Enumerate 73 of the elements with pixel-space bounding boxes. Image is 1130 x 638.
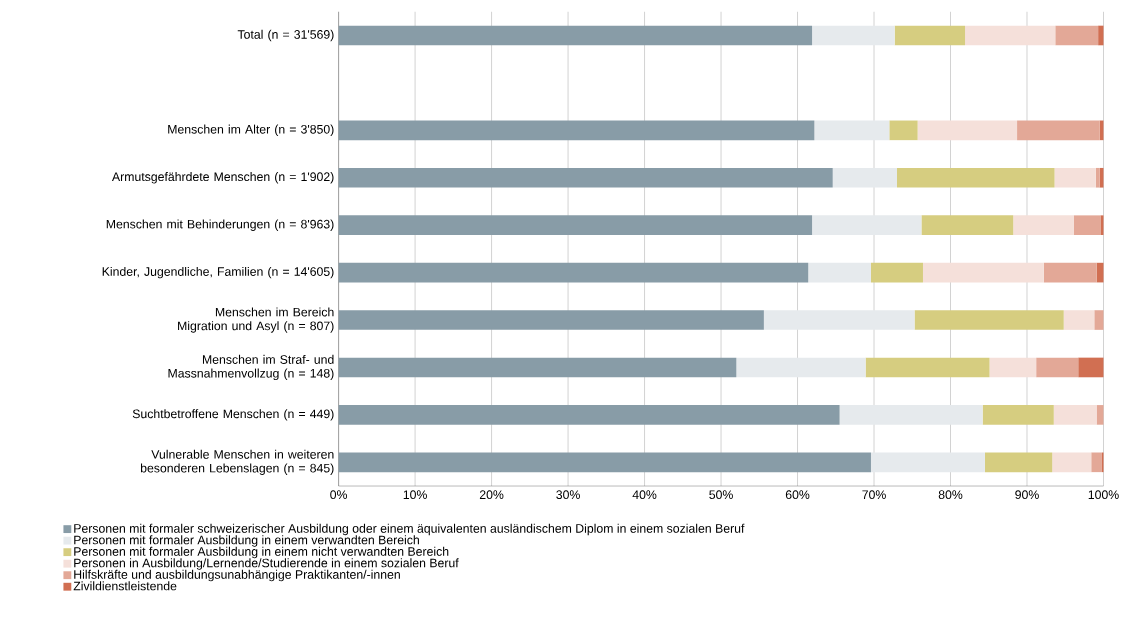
bar — [808, 262, 871, 283]
bar — [984, 452, 1053, 473]
bar — [1043, 262, 1097, 283]
bar — [839, 404, 983, 425]
x-tick-label: 90% — [1015, 490, 1039, 499]
bar — [338, 404, 840, 425]
bar — [921, 215, 1014, 235]
bar — [1098, 25, 1104, 46]
bar — [338, 310, 764, 330]
bar — [812, 25, 895, 46]
bar — [338, 215, 813, 235]
legend-label: Hilfskräfte und ausbildungsunabhängige Praktikanten/-innen — [74, 569, 400, 582]
x-tick-label: 20% — [479, 490, 504, 499]
legend-label: Zivildienstleistende — [73, 581, 177, 591]
legend-label: Personen mit formaler Ausbildung in einem nicht verwandten Bereich — [74, 546, 449, 559]
bar — [870, 262, 923, 283]
x-tick-label: 0% — [330, 490, 348, 499]
bar — [865, 357, 990, 378]
y-tick-label: Armutsgefährdete Menschen (n = 1'902) — [111, 171, 334, 184]
bar — [1073, 215, 1101, 235]
bar — [989, 357, 1037, 378]
y-tick-label: Kinder, Jugendliche, Familien (n = 14'605) — [102, 266, 334, 279]
x-tick-label: 100% — [1088, 490, 1119, 499]
y-tick-label: Menschen im Bereich Migration und Asyl (n = 807) — [178, 307, 334, 333]
y-tick-label: Vulnerable Menschen in weiteren besonderen Lebenslagen (n = 845) — [140, 449, 334, 475]
bar — [1053, 404, 1097, 425]
y-tick-label: Menschen im Straf- und Massnahmenvollzug (n = 148) — [168, 354, 334, 380]
bar — [1013, 215, 1074, 235]
x-tick-label: 80% — [938, 490, 963, 499]
bar — [812, 215, 922, 235]
bar — [338, 452, 871, 473]
bar — [832, 167, 897, 188]
bar — [896, 167, 1055, 188]
bar — [338, 357, 737, 378]
y-tick-label: Menschen mit Behinderungen (n = 8'963) — [106, 219, 334, 231]
bar — [1078, 357, 1104, 378]
bar — [1094, 310, 1104, 330]
bar — [1063, 310, 1095, 330]
bar — [894, 25, 966, 46]
y-tick-label: Menschen im Alter (n = 3'850) — [168, 124, 334, 136]
bar — [917, 120, 1018, 141]
bar — [965, 25, 1056, 46]
x-tick-label: 70% — [862, 490, 886, 499]
bar — [763, 310, 915, 330]
bar — [982, 404, 1054, 425]
x-tick-label: 30% — [556, 490, 580, 499]
y-tick-label: Total (n = 31'569) — [237, 29, 334, 42]
bar — [889, 120, 918, 141]
bar — [914, 310, 1064, 330]
bar — [1054, 167, 1096, 188]
bar — [922, 262, 1044, 283]
bar — [338, 167, 833, 188]
bar — [736, 357, 866, 378]
bar — [1052, 452, 1092, 473]
bar — [1055, 25, 1099, 46]
bar — [1100, 215, 1104, 235]
bar — [1091, 452, 1102, 473]
x-tick-label: 10% — [403, 490, 427, 499]
bar — [338, 25, 813, 46]
legend-label: Personen in Ausbildung/Lernende/Studierende in einem sozialen Beruf — [74, 558, 459, 570]
bar — [338, 120, 815, 141]
bar — [1036, 357, 1079, 378]
legend-label: Personen mit formaler schweizerischer Ausbildung oder einem äquivalenten ausländischem Diplom in einem sozialen Beruf — [74, 523, 745, 536]
bar — [1095, 167, 1100, 188]
x-tick-label: 60% — [785, 490, 810, 499]
bar — [870, 452, 985, 473]
bar — [814, 120, 890, 141]
legend-label: Personen mit formaler Ausbildung in einem verwandten Bereich — [74, 535, 419, 547]
x-tick-label: 40% — [632, 490, 657, 499]
x-tick-label: 50% — [709, 490, 733, 499]
y-tick-label: Suchtbetroffene Menschen (n = 449) — [132, 409, 334, 421]
bar — [338, 262, 809, 283]
bar — [1017, 120, 1100, 141]
